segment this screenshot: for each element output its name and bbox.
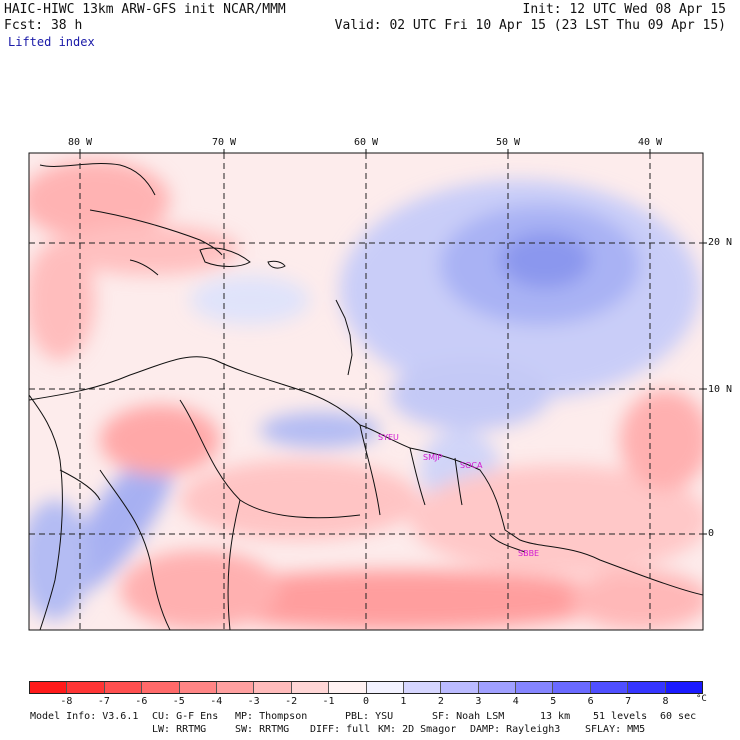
footer-model-info: Model Info: V3.6.1 — [30, 711, 139, 722]
colorbar-segment — [441, 682, 479, 693]
colorbar-segment — [291, 682, 330, 693]
colorbar-segment — [516, 682, 554, 693]
colorbar-tick-label: -4 — [210, 696, 223, 707]
footer-mp: MP: Thompson — [235, 711, 308, 722]
footer-res: 13 km — [540, 711, 571, 722]
colorbar-tick-label: 0 — [362, 696, 370, 707]
lat-label-20n: 20 N — [708, 237, 733, 248]
cuba-coastline — [89, 209, 223, 256]
station-soca: SOCA — [460, 461, 483, 470]
field-name: Lifted index — [8, 35, 95, 49]
colorbar-segment — [403, 682, 442, 693]
colorbar-tick-label: 6 — [587, 696, 594, 707]
valid-time: Valid: 02 UTC Fri 10 Apr 15 (23 LST Thu … — [334, 18, 726, 33]
lon-label-70w: 70 W — [211, 137, 237, 148]
colorbar-tick-label: 7 — [625, 696, 632, 707]
colorbar-segment — [30, 682, 68, 693]
border-5 — [99, 469, 171, 630]
pacific-coastline — [29, 394, 63, 630]
lon-label-60w: 60 W — [353, 137, 379, 148]
colorbar-tick-label: -8 — [60, 696, 73, 707]
station-codes: SYEU SMJP SOCA SBBE — [378, 433, 539, 558]
lon-label-40w: 40 W — [637, 137, 663, 148]
hispaniola-coastline — [199, 247, 251, 267]
puerto-rico-coastline — [267, 260, 286, 269]
footer-sf: SF: Noah LSM — [432, 711, 505, 722]
footer-cu: CU: G-F Ens — [152, 711, 219, 722]
colorbar-unit: °C — [696, 694, 707, 704]
lesser-antilles — [335, 299, 353, 376]
colorbar-tick-label: -1 — [322, 696, 335, 707]
graticule — [29, 153, 703, 630]
coastlines — [29, 163, 703, 630]
footer-sflay: SFLAY: MM5 — [585, 724, 646, 735]
border-4 — [454, 457, 463, 506]
border-2 — [359, 424, 381, 516]
lon-label-80w: 80 W — [67, 137, 93, 148]
forecast-hour: Fcst: 38 h — [4, 18, 83, 33]
footer-pbl: PBL: YSU — [345, 711, 394, 722]
colorbar-tick-label: -7 — [97, 696, 110, 707]
footer-diff: DIFF: full — [310, 724, 371, 735]
footer-sw: SW: RRTMG — [235, 724, 290, 735]
colorbar-tick-label: -5 — [172, 696, 185, 707]
colorbar-segment — [216, 682, 255, 693]
colorbar-tick-label: 1 — [400, 696, 407, 707]
border-3 — [409, 447, 426, 506]
lon-label-50w: 50 W — [495, 137, 521, 148]
init-time: Init: 12 UTC Wed 08 Apr 15 — [522, 2, 727, 17]
footer-levels: 51 levels — [593, 711, 648, 722]
colorbar-segment — [67, 682, 105, 693]
colorbar-segment — [142, 682, 180, 693]
footer-lw: LW: RRTMG — [152, 724, 207, 735]
colorbar-segment — [254, 682, 292, 693]
footer-timestep: 60 sec — [660, 711, 697, 722]
footer-damp: DAMP: Rayleigh3 — [470, 724, 561, 735]
colorbar-tick-label: 8 — [662, 696, 669, 707]
lat-label-0: 0 — [708, 528, 715, 539]
colorbar — [29, 681, 703, 694]
colorbar-segment — [179, 682, 217, 693]
colorbar-tick-label: -2 — [285, 696, 298, 707]
colorbar-segment — [366, 682, 404, 693]
colorbar-segment — [553, 682, 591, 693]
field-shading — [29, 160, 703, 630]
colorbar-segment — [628, 682, 666, 693]
bahamas-coastline — [39, 163, 156, 196]
station-sbbe: SBBE — [518, 549, 539, 558]
colorbar-segment — [478, 682, 517, 693]
colorbar-tick-label: 5 — [550, 696, 557, 707]
colorbar-segment — [104, 682, 143, 693]
border-7 — [227, 499, 241, 630]
colorbar-tick-label: 2 — [437, 696, 444, 707]
colorbar-segment — [590, 682, 629, 693]
station-syeu: SYEU — [378, 433, 399, 442]
colorbar-tick-label: -3 — [247, 696, 260, 707]
lat-label-10n: 10 N — [708, 384, 733, 395]
footer-km: KM: 2D Smagor — [378, 724, 457, 735]
frame-ticks — [79, 149, 707, 535]
colorbar-segment — [329, 682, 367, 693]
border-6 — [59, 469, 101, 501]
model-title: HAIC-HIWC 13km ARW-GFS init NCAR/MMM — [4, 2, 286, 17]
colorbar-tick-label: 4 — [512, 696, 519, 707]
south-america-coastline — [29, 356, 703, 596]
colorbar-segment — [665, 682, 703, 693]
station-smjp: SMJP — [423, 453, 442, 462]
colorbar-tick-label: -6 — [135, 696, 148, 707]
colorbar-tick-label: 3 — [475, 696, 482, 707]
jamaica-coastline — [129, 259, 159, 276]
